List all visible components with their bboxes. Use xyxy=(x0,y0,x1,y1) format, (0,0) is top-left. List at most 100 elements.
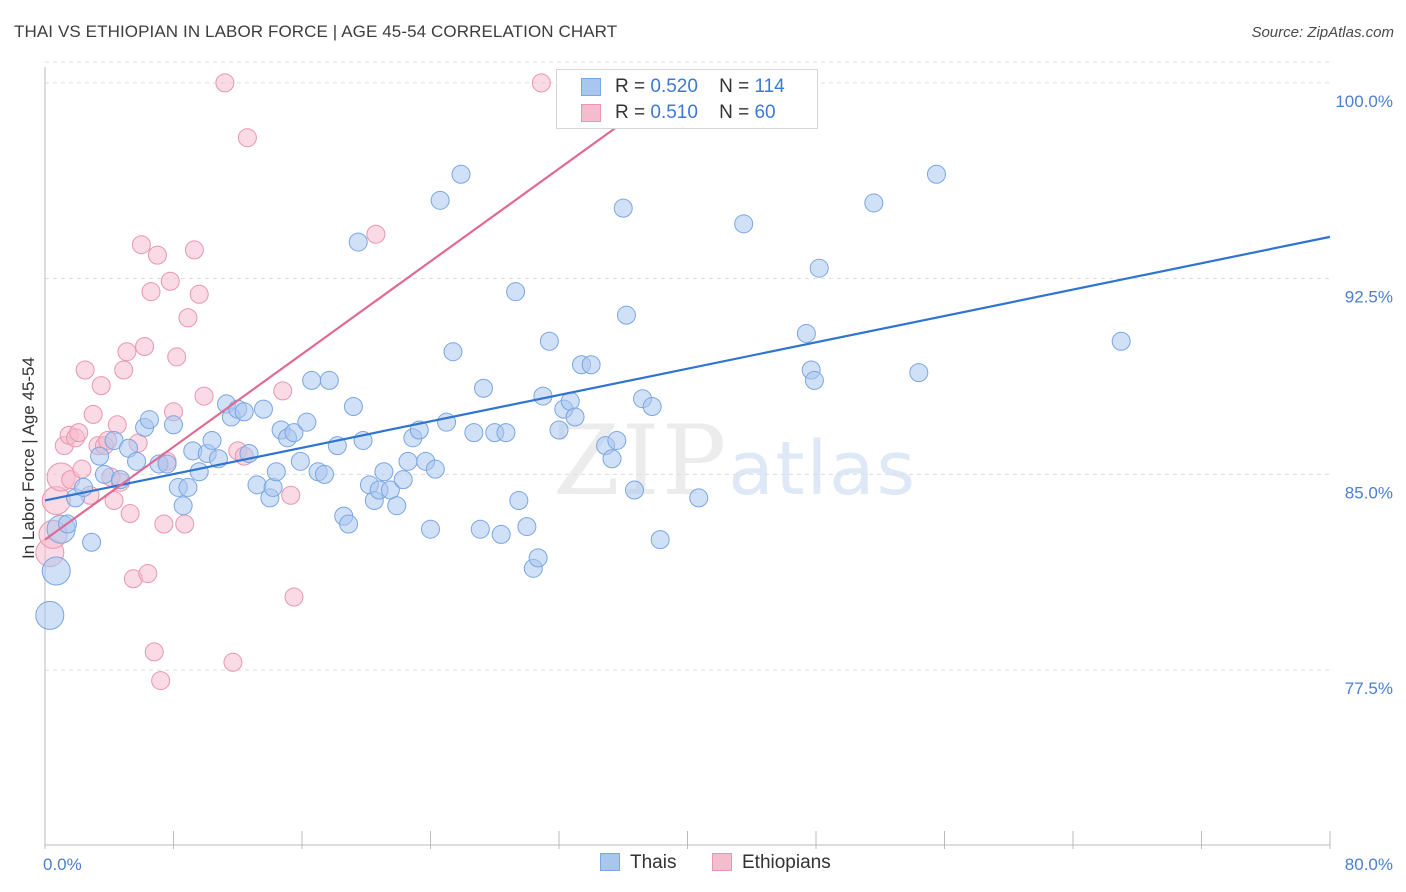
x-tick-labels: 0.0% 80.0% xyxy=(43,855,1393,874)
thais-point-80 xyxy=(539,331,559,351)
chart-title: THAI VS ETHIOPIAN IN LABOR FORCE | AGE 4… xyxy=(14,22,618,41)
ethiopians-point-48 xyxy=(273,381,293,401)
legend-ethiopians-label: Ethiopians xyxy=(742,852,831,873)
y-tick-label-0: 77.5% xyxy=(1345,679,1393,698)
ethiopians-n-value: 60 xyxy=(754,102,776,123)
thais-point-17 xyxy=(164,415,183,435)
thais-point-14 xyxy=(139,410,159,430)
thais-point-88 xyxy=(602,449,622,469)
x-tick-label-max: 80.0% xyxy=(1345,855,1393,874)
ethiopians-point-29 xyxy=(141,282,161,302)
thais-point-64 xyxy=(430,190,450,210)
thais-point-92 xyxy=(624,480,644,500)
ethiopians-point-52 xyxy=(531,73,551,93)
thais-point-1 xyxy=(41,556,71,586)
thais-trend-line xyxy=(44,235,1331,502)
grid-lines xyxy=(45,61,1330,671)
ethiopians-point-37 xyxy=(167,347,187,367)
thais-point-70 xyxy=(474,378,494,398)
legend-item-ethiopians[interactable]: Ethiopians xyxy=(712,852,831,874)
thais-point-57 xyxy=(393,470,413,490)
thais-point-62 xyxy=(421,519,440,539)
ethiopians-r-value: 0.510 xyxy=(650,102,698,123)
ethiopians-point-31 xyxy=(147,245,167,265)
thais-point-73 xyxy=(496,423,516,443)
ethiopians-point-28 xyxy=(138,564,158,584)
thais-point-96 xyxy=(689,488,709,508)
ethiopians-point-33 xyxy=(154,514,174,534)
thais-point-39 xyxy=(290,451,310,471)
thais-point-12 xyxy=(127,451,147,471)
thais-point-76 xyxy=(517,517,537,537)
source-label: Source: ZipAtlas.com xyxy=(1251,24,1394,41)
thais-point-9 xyxy=(104,430,124,450)
thais-point-89 xyxy=(607,430,627,450)
thais-point-48 xyxy=(343,397,363,417)
thais-point-95 xyxy=(650,530,670,550)
thais-point-66 xyxy=(443,342,463,362)
trend-lines xyxy=(44,81,1331,541)
ethiopians-point-14 xyxy=(91,376,111,396)
ethiopians-point-38 xyxy=(175,514,195,534)
thais-point-29 xyxy=(234,402,254,422)
thais-point-44 xyxy=(319,370,339,390)
ethiopians-point-51 xyxy=(366,224,386,244)
thais-n-value: 114 xyxy=(754,76,785,97)
ethiopians-point-21 xyxy=(114,360,134,380)
x-tick-label-min: 0.0% xyxy=(43,855,82,874)
thais-point-94 xyxy=(642,397,662,417)
thais-point-43 xyxy=(314,464,334,484)
legend-item-thais[interactable]: Thais xyxy=(600,852,676,874)
thais-point-98 xyxy=(796,323,816,343)
thais-point-20 xyxy=(178,477,198,497)
thais-point-101 xyxy=(809,258,829,278)
thais-point-67 xyxy=(451,164,471,184)
thais-point-32 xyxy=(253,399,273,419)
thais-point-6 xyxy=(82,532,102,552)
ethiopians-point-30 xyxy=(144,642,164,662)
ethiopians-r-label: R = xyxy=(615,102,646,123)
ethiopians-point-12 xyxy=(83,404,103,424)
thais-point-40 xyxy=(297,412,317,432)
thais-point-74 xyxy=(506,282,526,302)
thais-point-90 xyxy=(613,198,633,218)
ethiopians-point-35 xyxy=(160,271,180,291)
y-tick-label-2: 92.5% xyxy=(1345,288,1393,307)
ethiopians-point-47 xyxy=(237,128,257,148)
ethiopians-swatch xyxy=(581,104,601,122)
axes xyxy=(44,67,1331,849)
thais-point-72 xyxy=(491,524,511,544)
thais-point-0 xyxy=(35,600,65,630)
thais-point-49 xyxy=(348,232,368,252)
ethiopians-point-49 xyxy=(281,485,301,505)
legend-ethiopians-swatch xyxy=(712,853,732,871)
ethiopians-point-43 xyxy=(215,73,235,93)
thais-point-81 xyxy=(549,420,569,440)
thais-point-84 xyxy=(565,407,585,427)
thais-point-100 xyxy=(804,370,824,390)
correlation-legend: R = 0.520 N = 114 R = 0.510 N = 60 xyxy=(556,69,818,129)
thais-point-24 xyxy=(202,430,222,450)
ethiopians-n-label: N = xyxy=(719,102,750,123)
ethiopians-point-32 xyxy=(151,671,171,691)
thais-r-label: R = xyxy=(615,76,646,97)
ethiopians-point-39 xyxy=(178,308,198,328)
y-tick-labels: 77.5% 85.0% 92.5% 100.0% xyxy=(1335,92,1393,698)
ethiopians-point-50 xyxy=(284,587,304,607)
y-tick-label-1: 85.0% xyxy=(1345,483,1393,502)
thais-r-value: 0.520 xyxy=(650,76,698,97)
ethiopians-point-40 xyxy=(184,240,204,260)
thais-point-54 xyxy=(374,462,394,482)
ethiopians-points xyxy=(35,73,591,691)
thais-point-63 xyxy=(425,459,445,479)
watermark-atlas: atlas xyxy=(728,426,918,512)
thais-n-label: N = xyxy=(719,76,750,97)
ethiopians-point-23 xyxy=(120,504,140,524)
thais-point-103 xyxy=(909,363,929,383)
ethiopians-trend-line xyxy=(44,81,679,541)
legend-thais-swatch xyxy=(600,853,620,871)
ethiopians-point-19 xyxy=(107,415,127,435)
thais-point-105 xyxy=(1111,331,1131,351)
ethiopians-point-8 xyxy=(69,423,89,443)
